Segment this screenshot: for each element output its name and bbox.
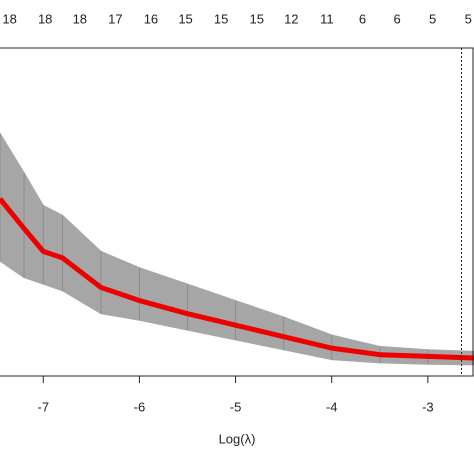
top-label: 5	[465, 11, 472, 26]
x-tick-label: -5	[230, 399, 242, 414]
top-label: 15	[214, 11, 228, 26]
top-label: 12	[284, 11, 298, 26]
x-tick-label: -4	[326, 399, 338, 414]
top-label: 16	[144, 11, 158, 26]
top-label: 17	[108, 11, 122, 26]
top-label: 15	[178, 11, 192, 26]
top-label: 11	[320, 11, 334, 26]
top-label: 15	[249, 11, 263, 26]
x-axis-label: Log(λ)	[219, 431, 256, 446]
x-tick-label: -3	[422, 399, 434, 414]
top-label: 6	[393, 11, 400, 26]
top-label: 18	[73, 11, 87, 26]
top-label: 18	[2, 11, 16, 26]
x-tick-label: -7	[37, 399, 49, 414]
error-band	[0, 132, 474, 366]
x-tick-label: -6	[134, 399, 146, 414]
top-label: 5	[429, 11, 436, 26]
top-label: 18	[38, 11, 52, 26]
top-label: 6	[359, 11, 366, 26]
mean-line	[0, 197, 474, 361]
